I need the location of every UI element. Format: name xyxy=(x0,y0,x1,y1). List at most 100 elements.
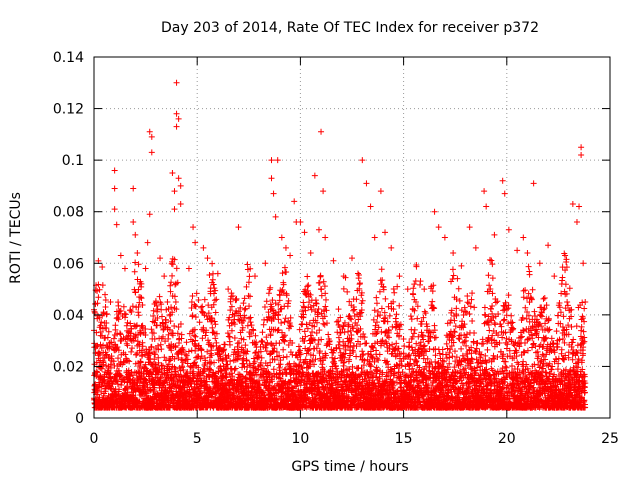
data-point xyxy=(191,359,198,366)
data-point xyxy=(124,319,131,326)
data-point xyxy=(220,356,227,363)
data-point xyxy=(155,346,162,353)
data-point xyxy=(223,374,230,381)
data-point xyxy=(206,374,213,381)
data-point xyxy=(142,331,149,338)
data-point xyxy=(180,347,187,354)
data-point xyxy=(150,307,157,314)
data-point xyxy=(198,304,205,311)
data-point xyxy=(213,339,220,346)
data-point xyxy=(171,293,178,300)
data-point xyxy=(180,367,187,374)
data-point xyxy=(165,361,172,368)
data-point xyxy=(374,313,381,320)
data-point xyxy=(235,308,242,315)
data-point xyxy=(378,266,385,273)
data-point xyxy=(159,320,166,327)
data-point xyxy=(283,353,290,360)
data-point xyxy=(135,286,142,293)
data-point xyxy=(151,335,158,342)
data-point xyxy=(151,356,158,363)
data-point xyxy=(256,377,263,384)
data-point xyxy=(363,340,370,347)
data-point xyxy=(245,279,252,286)
data-point xyxy=(355,271,362,278)
data-point xyxy=(379,277,386,284)
data-point xyxy=(150,313,157,319)
data-point xyxy=(276,340,283,347)
data-point xyxy=(94,342,101,349)
data-point xyxy=(202,381,209,388)
data-point xyxy=(218,367,225,374)
data-point xyxy=(325,331,332,338)
data-point xyxy=(167,288,174,295)
data-point xyxy=(96,286,103,293)
data-point xyxy=(185,348,192,355)
data-point xyxy=(99,282,106,289)
data-point xyxy=(191,332,198,339)
data-point xyxy=(268,340,275,347)
data-point xyxy=(320,278,327,285)
data-point xyxy=(289,351,296,358)
data-point xyxy=(97,357,104,364)
data-point xyxy=(212,335,219,342)
data-point xyxy=(132,259,139,266)
data-point xyxy=(315,341,322,348)
data-point xyxy=(181,387,188,394)
data-point xyxy=(104,334,111,341)
data-point xyxy=(194,381,201,388)
data-point xyxy=(304,325,311,332)
data-point xyxy=(378,305,385,312)
data-point xyxy=(261,304,268,311)
data-point xyxy=(127,320,134,327)
data-point xyxy=(231,366,238,373)
data-point xyxy=(157,341,164,348)
data-point xyxy=(214,375,221,382)
data-point xyxy=(199,335,206,342)
data-point xyxy=(158,346,165,353)
data-point xyxy=(114,344,121,351)
data-point xyxy=(254,353,261,360)
data-point xyxy=(158,374,165,381)
data-point xyxy=(258,337,265,344)
data-point xyxy=(246,333,253,340)
data-point xyxy=(295,343,302,350)
data-point xyxy=(103,320,110,327)
data-point xyxy=(233,295,240,302)
data-point xyxy=(141,351,148,358)
data-point xyxy=(259,338,266,345)
data-point xyxy=(98,319,105,326)
data-point xyxy=(225,353,232,360)
data-point xyxy=(139,343,146,350)
data-point xyxy=(197,390,204,397)
data-point xyxy=(169,261,176,268)
data-point xyxy=(429,298,436,305)
data-point xyxy=(122,351,129,358)
data-point xyxy=(300,299,307,306)
data-point xyxy=(212,321,219,328)
data-point xyxy=(174,330,181,337)
data-point xyxy=(227,296,234,303)
data-point xyxy=(198,346,205,353)
data-points xyxy=(90,79,589,411)
data-point xyxy=(189,312,196,319)
data-point xyxy=(95,294,102,301)
data-point xyxy=(229,373,236,380)
data-point xyxy=(202,332,209,339)
data-point xyxy=(344,288,351,295)
data-point xyxy=(373,294,380,301)
data-point xyxy=(417,278,424,285)
data-point xyxy=(379,337,386,344)
data-point xyxy=(275,316,282,323)
data-point xyxy=(252,332,259,339)
data-point xyxy=(393,311,400,318)
data-point xyxy=(171,322,178,329)
data-point xyxy=(105,328,112,335)
data-point xyxy=(275,326,282,333)
data-point xyxy=(236,352,243,359)
data-point xyxy=(182,357,189,364)
data-point xyxy=(350,307,357,314)
data-point xyxy=(172,299,179,305)
data-point xyxy=(409,306,416,313)
